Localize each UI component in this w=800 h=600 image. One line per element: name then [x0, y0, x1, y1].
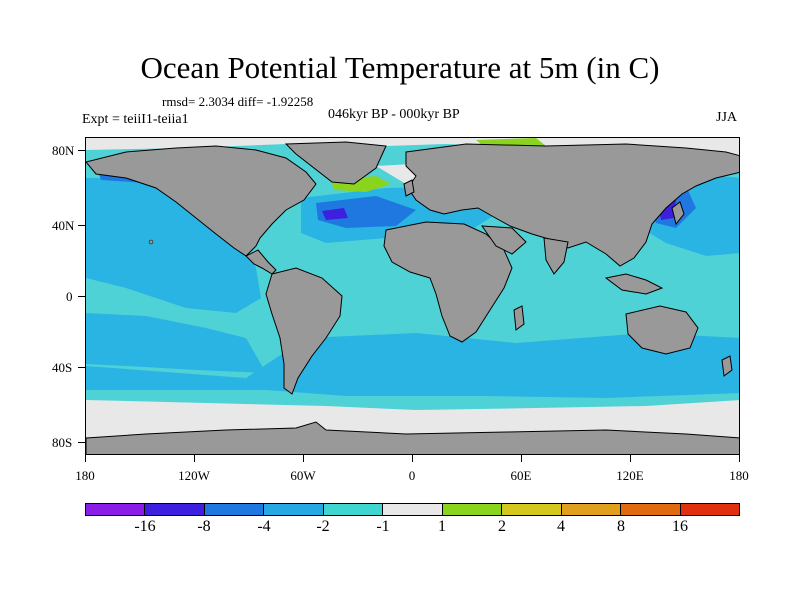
colorbar-label: 1 [438, 518, 446, 535]
colorbar-label: -1 [376, 518, 390, 535]
colorbar [85, 503, 740, 516]
colorbar-swatch [383, 504, 443, 515]
lon-tick [303, 455, 304, 462]
lon-label-0: 0 [408, 468, 416, 483]
arctic-near-zero-band [86, 138, 739, 160]
colorbar-swatch [502, 504, 562, 515]
colorbar-swatch [561, 504, 622, 515]
lat-label-equator: 0 [66, 289, 73, 304]
experiment-label: Expt = teiiI1-teiia1 [82, 112, 189, 127]
lat-tick [78, 442, 85, 443]
colorbar-swatch [323, 504, 384, 515]
australia [625, 305, 699, 355]
lat-tick [78, 296, 85, 297]
lon-tick [521, 455, 522, 462]
map-title: Ocean Potential Temperature at 5m (in C) [140, 50, 660, 85]
lat-tick [78, 225, 85, 226]
lon-tick [412, 455, 413, 462]
antarctica [86, 421, 739, 454]
greenland [284, 141, 387, 185]
lat-tick [78, 150, 85, 151]
arabia [480, 225, 527, 255]
map-svg [86, 138, 739, 454]
colorbar-label: 4 [557, 518, 565, 535]
lon-label-180w: 180 [75, 468, 95, 483]
lon-tick [630, 455, 631, 462]
lon-label-60e: 60E [510, 468, 532, 483]
season-label: JJA [716, 110, 738, 125]
colorbar-label: -2 [316, 518, 330, 535]
africa [383, 221, 513, 343]
north-atlantic-cold-patch [316, 196, 416, 228]
stats-text: rmsd= 2.3034 diff= -1.92258 [162, 94, 314, 109]
pacific-islands [148, 239, 154, 245]
map-panel [85, 137, 740, 455]
japan [671, 201, 685, 226]
colorbar-swatch [264, 504, 324, 515]
south-pacific-cool-band [86, 313, 266, 373]
lat-label-40n: 40N [52, 218, 75, 233]
madagascar [513, 305, 525, 331]
lat-label-80s: 80S [52, 435, 73, 450]
colorbar-swatch [442, 504, 503, 515]
colorbar-label: -4 [257, 518, 271, 535]
colorbar-label: -8 [197, 518, 211, 535]
indonesia [604, 273, 664, 295]
colorbar-label: 8 [617, 518, 625, 535]
eurasia [405, 143, 739, 267]
india [543, 237, 569, 275]
lon-tick [194, 455, 195, 462]
gulf-stream-very-cold-patch [322, 208, 348, 220]
lat-label-80n: 80N [52, 143, 75, 158]
colorbar-swatch [621, 504, 681, 515]
lon-label-120e: 120E [616, 468, 644, 483]
new-zealand [721, 355, 733, 377]
southern-ocean-cool-band [86, 333, 739, 398]
lon-tick [85, 455, 86, 462]
lat-label-40s: 40S [52, 360, 73, 375]
period-label: 046kyr BP - 000kyr BP [328, 107, 460, 122]
north-america [86, 145, 317, 257]
south-america [265, 267, 343, 395]
colorbar-label: -16 [134, 518, 156, 535]
colorbar-label: 2 [498, 518, 506, 535]
lon-label-180e: 180 [729, 468, 749, 483]
british-isles [403, 179, 415, 197]
lon-tick [739, 455, 740, 462]
lon-label-60w: 60W [290, 468, 316, 483]
colorbar-label: 16 [672, 518, 688, 535]
colorbar-swatch [680, 504, 739, 515]
lon-label-120w: 120W [178, 468, 210, 483]
central-america [245, 249, 277, 275]
lat-tick [78, 367, 85, 368]
colorbar-swatch [86, 504, 146, 515]
colorbar-swatch [145, 504, 205, 515]
colorbar-swatch [204, 504, 265, 515]
